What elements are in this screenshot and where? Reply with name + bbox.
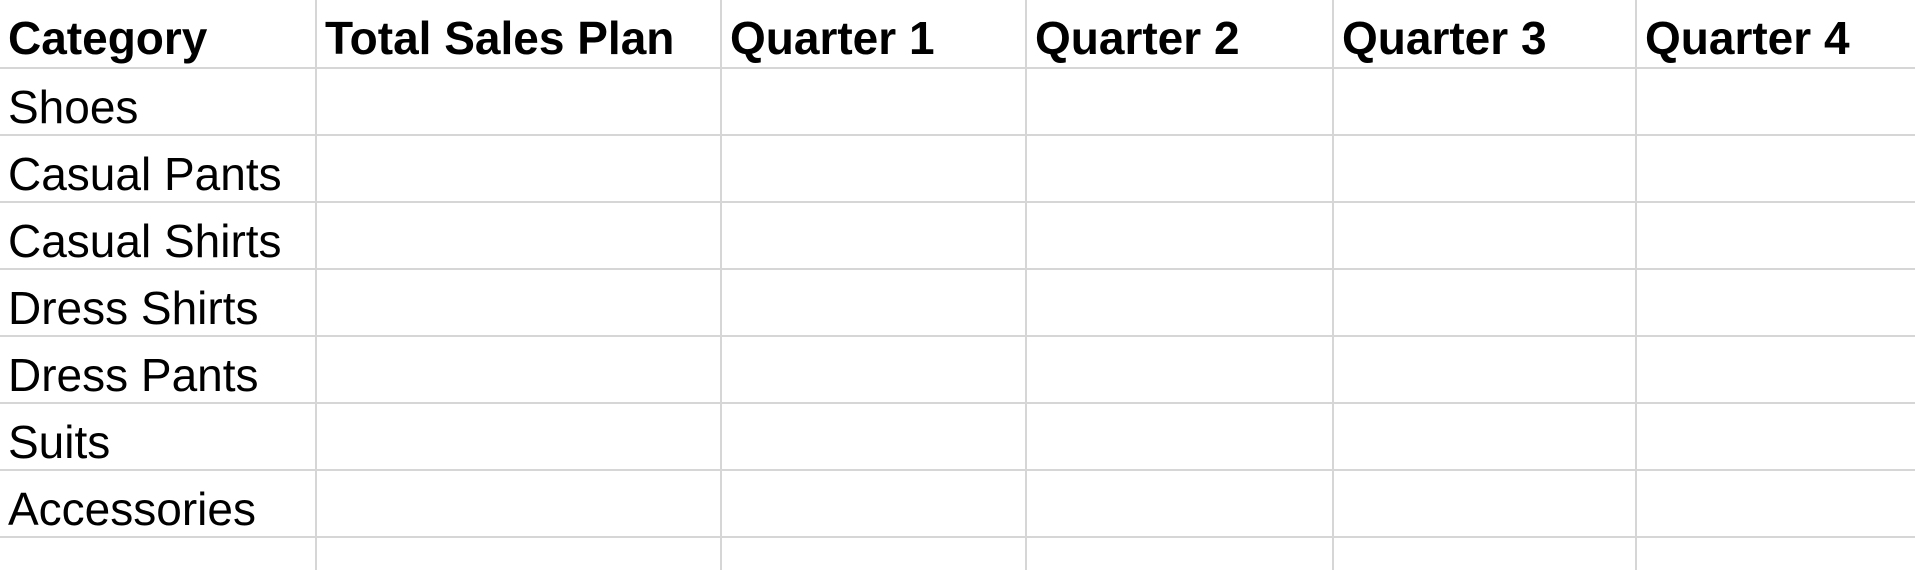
empty-row <box>0 536 1915 570</box>
table-row: Accessories <box>0 469 1915 538</box>
header-cell-category[interactable]: Category <box>0 0 317 69</box>
table-row: Dress Pants <box>0 335 1915 404</box>
quarter-2-cell[interactable] <box>1025 268 1334 337</box>
table-row: Casual Pants <box>0 134 1915 203</box>
quarter-2-cell[interactable] <box>1025 134 1334 203</box>
table-row: Dress Shirts <box>0 268 1915 337</box>
table-row: Shoes <box>0 67 1915 136</box>
quarter-3-cell[interactable] <box>1332 201 1637 270</box>
total-sales-plan-cell[interactable] <box>315 268 722 337</box>
quarter-1-cell[interactable] <box>720 201 1027 270</box>
quarter-2-cell[interactable] <box>1025 402 1334 471</box>
header-cell-quarter-2[interactable]: Quarter 2 <box>1025 0 1334 69</box>
quarter-3-cell[interactable] <box>1332 402 1637 471</box>
empty-cell[interactable] <box>0 536 317 570</box>
quarter-4-cell[interactable] <box>1635 134 1915 203</box>
quarter-1-cell[interactable] <box>720 402 1027 471</box>
quarter-3-cell[interactable] <box>1332 335 1637 404</box>
quarter-2-cell[interactable] <box>1025 335 1334 404</box>
quarter-1-cell[interactable] <box>720 134 1027 203</box>
total-sales-plan-cell[interactable] <box>315 201 722 270</box>
quarter-4-cell[interactable] <box>1635 335 1915 404</box>
quarter-1-cell[interactable] <box>720 335 1027 404</box>
empty-cell[interactable] <box>1025 536 1334 570</box>
empty-cell[interactable] <box>1635 536 1915 570</box>
quarter-2-cell[interactable] <box>1025 67 1334 136</box>
category-cell[interactable]: Accessories <box>0 469 317 538</box>
quarter-3-cell[interactable] <box>1332 67 1637 136</box>
quarter-4-cell[interactable] <box>1635 67 1915 136</box>
quarter-4-cell[interactable] <box>1635 469 1915 538</box>
header-cell-quarter-3[interactable]: Quarter 3 <box>1332 0 1637 69</box>
total-sales-plan-cell[interactable] <box>315 469 722 538</box>
category-cell[interactable]: Shoes <box>0 67 317 136</box>
total-sales-plan-cell[interactable] <box>315 67 722 136</box>
quarter-4-cell[interactable] <box>1635 402 1915 471</box>
empty-cell[interactable] <box>315 536 722 570</box>
total-sales-plan-cell[interactable] <box>315 402 722 471</box>
header-cell-total-sales-plan[interactable]: Total Sales Plan <box>315 0 722 69</box>
total-sales-plan-cell[interactable] <box>315 134 722 203</box>
category-cell[interactable]: Dress Pants <box>0 335 317 404</box>
quarter-4-cell[interactable] <box>1635 201 1915 270</box>
quarter-1-cell[interactable] <box>720 268 1027 337</box>
quarter-1-cell[interactable] <box>720 469 1027 538</box>
category-cell[interactable]: Casual Pants <box>0 134 317 203</box>
quarter-3-cell[interactable] <box>1332 134 1637 203</box>
header-cell-quarter-1[interactable]: Quarter 1 <box>720 0 1027 69</box>
empty-cell[interactable] <box>1332 536 1637 570</box>
quarter-4-cell[interactable] <box>1635 268 1915 337</box>
quarter-2-cell[interactable] <box>1025 201 1334 270</box>
category-cell[interactable]: Suits <box>0 402 317 471</box>
category-cell[interactable]: Casual Shirts <box>0 201 317 270</box>
quarter-2-cell[interactable] <box>1025 469 1334 538</box>
quarter-1-cell[interactable] <box>720 67 1027 136</box>
total-sales-plan-cell[interactable] <box>315 335 722 404</box>
quarter-3-cell[interactable] <box>1332 469 1637 538</box>
table-row: Casual Shirts <box>0 201 1915 270</box>
category-cell[interactable]: Dress Shirts <box>0 268 317 337</box>
header-row: Category Total Sales Plan Quarter 1 Quar… <box>0 0 1915 69</box>
quarter-3-cell[interactable] <box>1332 268 1637 337</box>
table-row: Suits <box>0 402 1915 471</box>
empty-cell[interactable] <box>720 536 1027 570</box>
header-cell-quarter-4[interactable]: Quarter 4 <box>1635 0 1915 69</box>
